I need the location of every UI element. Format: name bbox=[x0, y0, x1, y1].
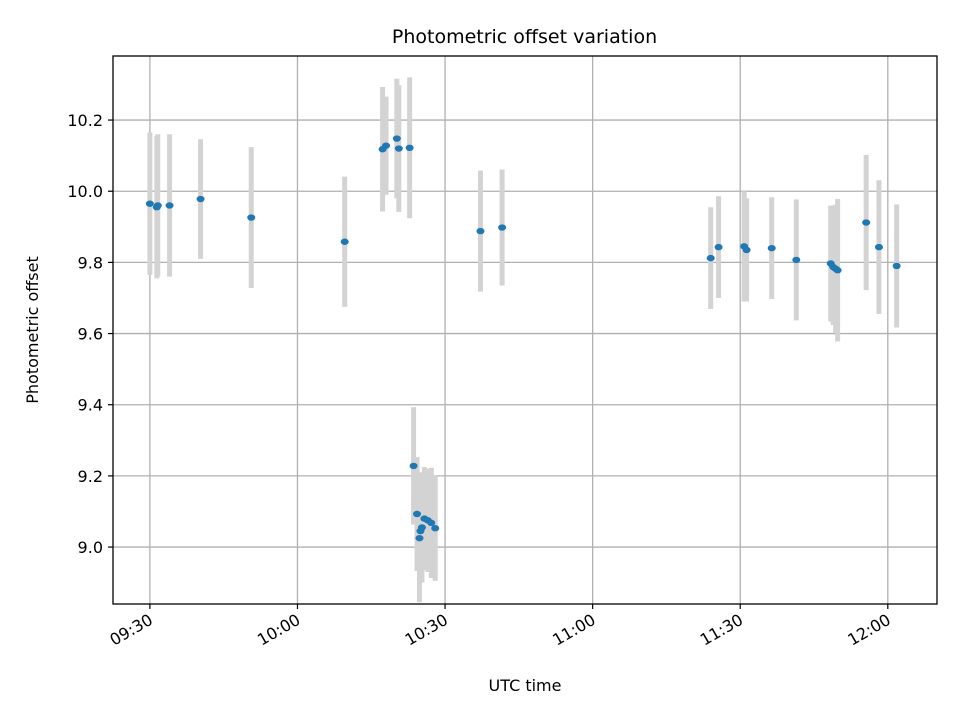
y-tick-label: 10.2 bbox=[67, 111, 103, 130]
data-point bbox=[498, 224, 507, 231]
data-point bbox=[792, 256, 801, 264]
grid-layer bbox=[113, 56, 937, 604]
x-tick-label: 10:00 bbox=[254, 610, 303, 650]
x-tick-label: 11:00 bbox=[549, 610, 598, 650]
x-tick-label: 10:30 bbox=[402, 610, 451, 650]
y-tick-label: 9.0 bbox=[78, 538, 103, 557]
y-tick-label: 9.2 bbox=[78, 467, 103, 486]
data-point bbox=[874, 243, 883, 251]
y-tick-label: 9.8 bbox=[78, 253, 103, 272]
data-point bbox=[409, 462, 418, 470]
x-tick-label: 12:00 bbox=[844, 610, 893, 650]
data-point bbox=[392, 135, 401, 142]
data-point bbox=[340, 238, 349, 245]
data-point bbox=[165, 202, 174, 209]
data-point bbox=[415, 534, 424, 542]
data-point bbox=[767, 244, 776, 252]
data-point bbox=[413, 510, 422, 518]
data-point bbox=[145, 200, 154, 207]
plot-frame bbox=[112, 55, 938, 605]
errorbar-layer bbox=[147, 77, 900, 603]
data-point bbox=[153, 202, 162, 209]
data-point bbox=[892, 262, 901, 270]
y-tick-label: 9.6 bbox=[78, 325, 103, 344]
data-point bbox=[417, 524, 426, 531]
data-point bbox=[431, 525, 440, 532]
x-axis-label: UTC time bbox=[489, 676, 562, 695]
data-point bbox=[476, 227, 485, 235]
data-point bbox=[382, 142, 391, 149]
y-axis-label: Photometric offset bbox=[23, 256, 42, 404]
data-point bbox=[833, 267, 842, 274]
data-point bbox=[394, 145, 403, 152]
x-tick-label: 09:30 bbox=[106, 610, 155, 650]
data-point bbox=[196, 195, 205, 203]
x-tick-label: 11:30 bbox=[697, 610, 746, 650]
data-point bbox=[405, 144, 414, 152]
y-tick-label: 9.4 bbox=[78, 396, 103, 415]
data-point bbox=[742, 246, 751, 254]
data-point bbox=[427, 519, 436, 527]
data-point bbox=[247, 214, 256, 221]
y-tick-label: 10.0 bbox=[67, 182, 103, 201]
chart-title: Photometric offset variation bbox=[392, 26, 657, 48]
data-point bbox=[706, 254, 715, 262]
data-point bbox=[714, 243, 723, 251]
point-layer bbox=[145, 135, 901, 542]
data-point bbox=[862, 219, 871, 226]
